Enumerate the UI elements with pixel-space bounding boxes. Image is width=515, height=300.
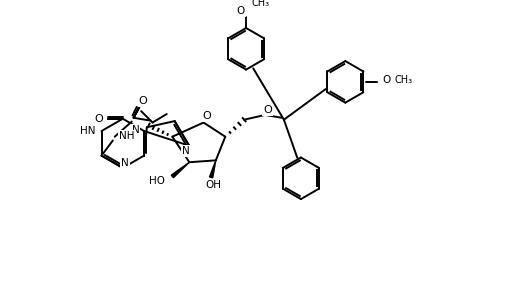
Text: HO: HO — [149, 176, 165, 186]
Polygon shape — [210, 160, 216, 178]
Text: O: O — [264, 105, 272, 115]
Polygon shape — [171, 162, 190, 178]
Text: CH₃: CH₃ — [252, 0, 270, 8]
Text: N: N — [182, 146, 190, 156]
Text: O: O — [236, 6, 245, 16]
Text: O: O — [95, 114, 104, 124]
Text: O: O — [202, 111, 211, 121]
Text: N: N — [121, 158, 129, 168]
Text: OH: OH — [205, 180, 221, 190]
Text: NH: NH — [119, 131, 135, 141]
Text: N: N — [131, 125, 139, 135]
Text: O: O — [139, 96, 147, 106]
Text: O: O — [382, 75, 390, 85]
Text: HN: HN — [80, 126, 96, 136]
Text: CH₃: CH₃ — [394, 75, 413, 85]
